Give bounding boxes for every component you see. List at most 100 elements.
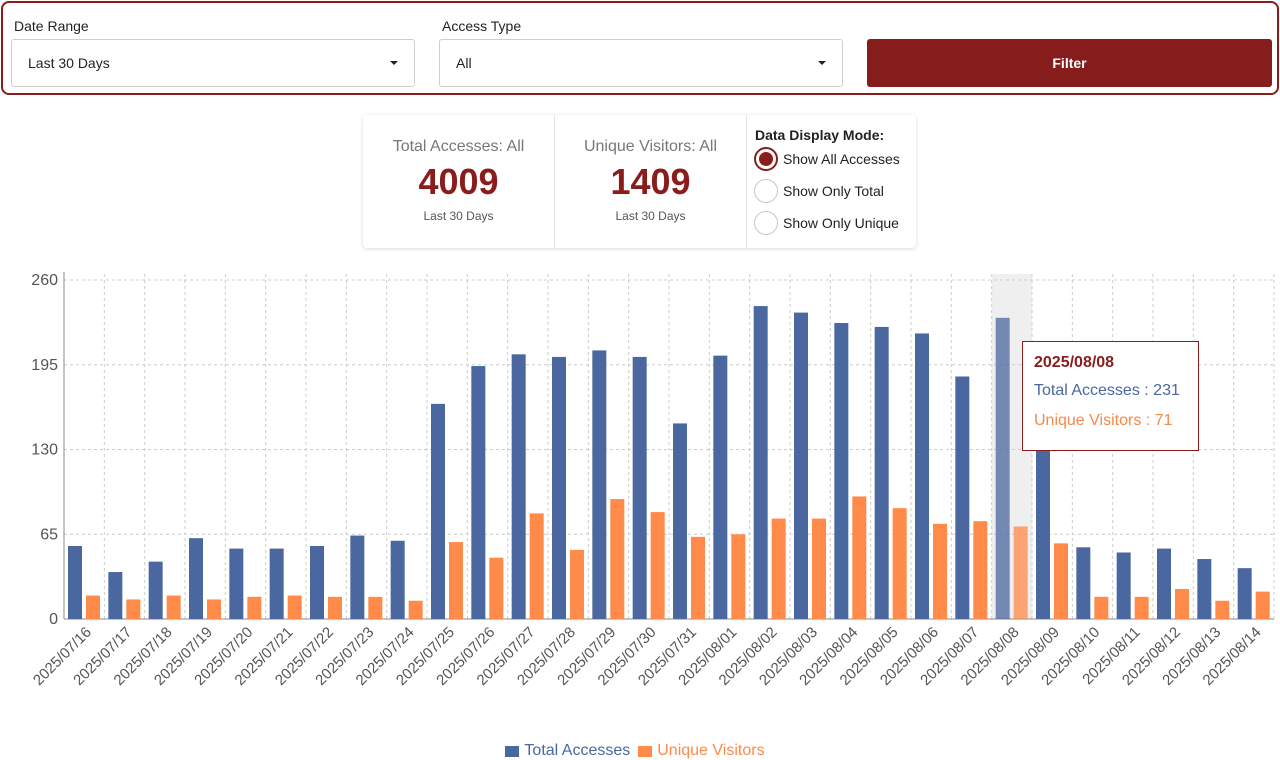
legend-swatch-unique bbox=[638, 745, 653, 757]
legend-swatch-total bbox=[505, 745, 520, 757]
unique-visitors-stat: Unique Visitors: All 1409 Last 30 Days bbox=[554, 115, 746, 248]
bar-total-accesses bbox=[229, 548, 244, 619]
bar-unique-visitors bbox=[126, 599, 141, 619]
bar-total-accesses bbox=[471, 366, 486, 619]
y-tick-label: 260 bbox=[31, 272, 58, 289]
bar-total-accesses bbox=[1116, 552, 1131, 619]
bar-total-accesses bbox=[431, 403, 445, 619]
unique-visitors-period: Last 30 Days bbox=[615, 209, 686, 223]
bar-unique-visitors bbox=[771, 518, 786, 619]
tooltip-total-accesses: Total Accesses : 231 bbox=[1034, 382, 1180, 399]
y-tick-label: 0 bbox=[49, 611, 58, 628]
bar-total-accesses bbox=[955, 376, 970, 619]
y-tick-label: 195 bbox=[31, 357, 58, 374]
bar-total-accesses bbox=[632, 356, 647, 619]
bar-unique-visitors bbox=[368, 596, 383, 619]
stats-card: Total Accesses: All 4009 Last 30 Days Un… bbox=[363, 115, 916, 248]
radio-show-all[interactable]: Show All Accesses bbox=[754, 143, 916, 175]
filter-panel: Date Range Last 30 Days Access Type All … bbox=[1, 1, 1279, 95]
bar-total-accesses bbox=[511, 354, 526, 619]
bar-total-accesses bbox=[592, 350, 607, 619]
bar-unique-visitors bbox=[570, 549, 584, 619]
legend-label-total: Total Accesses bbox=[524, 742, 631, 759]
chart-legend: Total Accesses Unique Visitors bbox=[0, 742, 1270, 760]
bar-total-accesses bbox=[874, 326, 889, 619]
bar-unique-visitors bbox=[691, 536, 705, 619]
bar-unique-visitors bbox=[731, 534, 746, 619]
access-type-select[interactable]: All bbox=[439, 39, 843, 87]
bar-unique-visitors bbox=[973, 521, 988, 619]
radio-button[interactable] bbox=[754, 179, 778, 203]
bar-total-accesses bbox=[673, 423, 687, 619]
bar-unique-visitors bbox=[1094, 596, 1109, 619]
bar-unique-visitors bbox=[1054, 543, 1068, 619]
bar-unique-visitors bbox=[408, 600, 423, 619]
bar-unique-visitors bbox=[207, 599, 221, 619]
display-mode-group: Data Display Mode: Show All Accesses Sho… bbox=[746, 115, 916, 248]
bar-unique-visitors bbox=[287, 595, 302, 619]
radio-label: Show Only Total bbox=[783, 183, 884, 199]
legend-item-unique[interactable]: Unique Visitors bbox=[638, 742, 765, 760]
bar-total-accesses bbox=[148, 561, 163, 619]
bar-unique-visitors bbox=[489, 557, 504, 619]
bar-unique-visitors bbox=[852, 496, 867, 619]
tooltip-date: 2025/08/08 bbox=[1034, 354, 1115, 371]
date-range-label: Date Range bbox=[14, 18, 89, 34]
bar-total-accesses bbox=[834, 323, 849, 619]
bar-unique-visitors bbox=[449, 542, 463, 619]
filter-button[interactable]: Filter bbox=[867, 39, 1272, 87]
bar-unique-visitors bbox=[892, 508, 907, 619]
bar-total-accesses bbox=[794, 312, 808, 619]
date-range-select[interactable]: Last 30 Days bbox=[11, 39, 415, 87]
bar-total-accesses bbox=[552, 356, 566, 619]
bar-total-accesses bbox=[753, 306, 768, 619]
radio-label: Show Only Unique bbox=[783, 215, 899, 231]
bar-total-accesses bbox=[68, 545, 82, 619]
bar-unique-visitors bbox=[166, 595, 181, 619]
bar-unique-visitors bbox=[328, 596, 342, 619]
date-range-value: Last 30 Days bbox=[28, 55, 110, 71]
bar-unique-visitors bbox=[1013, 526, 1028, 619]
bar-total-accesses bbox=[1036, 450, 1050, 619]
bar-total-accesses bbox=[995, 317, 1010, 619]
bar-unique-visitors bbox=[1175, 589, 1189, 619]
radio-show-total[interactable]: Show Only Total bbox=[754, 175, 916, 207]
tooltip-unique-visitors: Unique Visitors : 71 bbox=[1034, 412, 1173, 429]
total-accesses-title: Total Accesses: All bbox=[392, 138, 525, 155]
bar-unique-visitors bbox=[650, 512, 665, 619]
chart-tooltip: 2025/08/08 Total Accesses : 231 Unique V… bbox=[1022, 341, 1199, 451]
bar-total-accesses bbox=[713, 355, 728, 619]
daily-access-bar-chart: 0651301952602025/07/162025/07/172025/07/… bbox=[30, 272, 1275, 689]
bar-total-accesses bbox=[390, 540, 405, 619]
bar-unique-visitors bbox=[610, 499, 625, 619]
y-tick-label: 130 bbox=[31, 442, 58, 459]
legend-item-total[interactable]: Total Accesses bbox=[505, 742, 630, 760]
unique-visitors-value: 1409 bbox=[610, 161, 691, 202]
chevron-down-icon bbox=[818, 61, 826, 65]
bar-total-accesses bbox=[915, 333, 929, 619]
total-accesses-value: 4009 bbox=[418, 161, 499, 202]
bar-total-accesses bbox=[108, 572, 123, 619]
bar-unique-visitors bbox=[1134, 596, 1149, 619]
bar-unique-visitors bbox=[812, 518, 826, 619]
bar-unique-visitors bbox=[1255, 591, 1270, 619]
bar-total-accesses bbox=[1197, 559, 1212, 619]
bar-total-accesses bbox=[310, 545, 324, 619]
bar-unique-visitors bbox=[529, 513, 544, 619]
bar-total-accesses bbox=[1237, 568, 1252, 619]
unique-visitors-title: Unique Visitors: All bbox=[583, 138, 718, 155]
chevron-down-icon bbox=[390, 61, 398, 65]
bar-total-accesses bbox=[269, 548, 284, 619]
bar-total-accesses bbox=[1157, 548, 1171, 619]
radio-button[interactable] bbox=[754, 147, 778, 171]
bar-total-accesses bbox=[189, 538, 203, 619]
total-accesses-stat: Total Accesses: All 4009 Last 30 Days bbox=[363, 115, 554, 248]
radio-show-unique[interactable]: Show Only Unique bbox=[754, 207, 916, 239]
y-tick-label: 65 bbox=[40, 526, 58, 543]
bar-unique-visitors bbox=[933, 523, 947, 619]
display-mode-title: Data Display Mode: bbox=[755, 127, 885, 143]
bar-unique-visitors bbox=[247, 596, 262, 619]
total-accesses-period: Last 30 Days bbox=[423, 209, 494, 223]
radio-button[interactable] bbox=[754, 211, 778, 235]
access-type-value: All bbox=[456, 55, 472, 71]
